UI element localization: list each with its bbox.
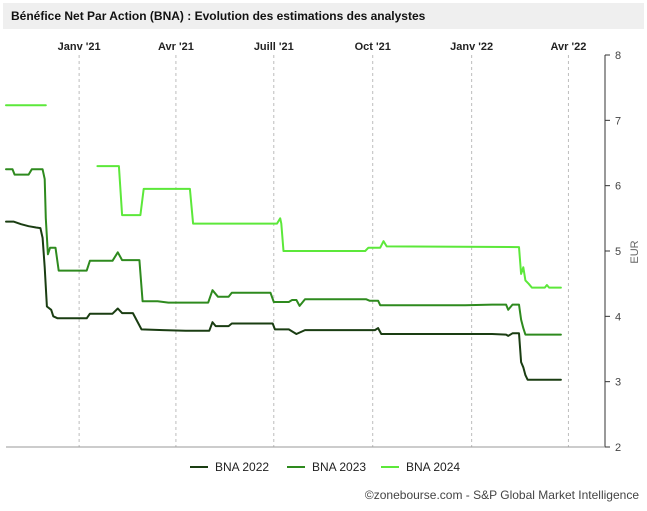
y-tick-label: 8 [615, 50, 621, 62]
y-tick-label: 6 [615, 181, 621, 193]
x-tick-label: Avr '21 [158, 41, 194, 53]
copyright-notice: ©zonebourse.com - S&P Global Market Inte… [364, 488, 639, 502]
y-axis-unit-label: EUR [629, 240, 641, 263]
legend-item-bna-2023[interactable]: BNA 2023 [287, 460, 366, 474]
legend-label-bna-2023: BNA 2023 [312, 460, 367, 474]
chart-title: Bénéfice Net Par Action (BNA) : Evolutio… [11, 9, 426, 23]
series-line-bna-2022 [5, 220, 562, 381]
legend-item-bna-2022[interactable]: BNA 2022 [190, 460, 269, 474]
legend-swatch-bna-2023 [287, 466, 305, 468]
legend: BNA 2022 BNA 2023 BNA 2024 [0, 460, 647, 480]
x-tick-label: Juill '21 [254, 41, 294, 53]
legend-swatch-bna-2022 [190, 466, 208, 468]
series-line-bna-2023 [5, 168, 562, 336]
series-line-bna-2024 [96, 165, 562, 289]
legend-label-bna-2022: BNA 2022 [215, 460, 270, 474]
y-tick-label: 5 [615, 246, 621, 258]
legend-item-bna-2024[interactable]: BNA 2024 [381, 460, 460, 474]
y-tick-label: 2 [615, 442, 621, 454]
title-bar: Bénéfice Net Par Action (BNA) : Evolutio… [3, 3, 644, 29]
x-tick-label: Janv '21 [58, 41, 101, 53]
legend-label-bna-2024: BNA 2024 [406, 460, 461, 474]
x-tick-label: Avr '22 [551, 41, 587, 53]
x-tick-label: Janv '22 [450, 41, 493, 53]
legend-swatch-bna-2024 [381, 466, 399, 468]
y-tick-label: 3 [615, 377, 621, 389]
x-tick-label: Oct '21 [355, 41, 391, 53]
y-tick-label: 4 [615, 311, 621, 323]
y-tick-label: 7 [615, 115, 621, 127]
